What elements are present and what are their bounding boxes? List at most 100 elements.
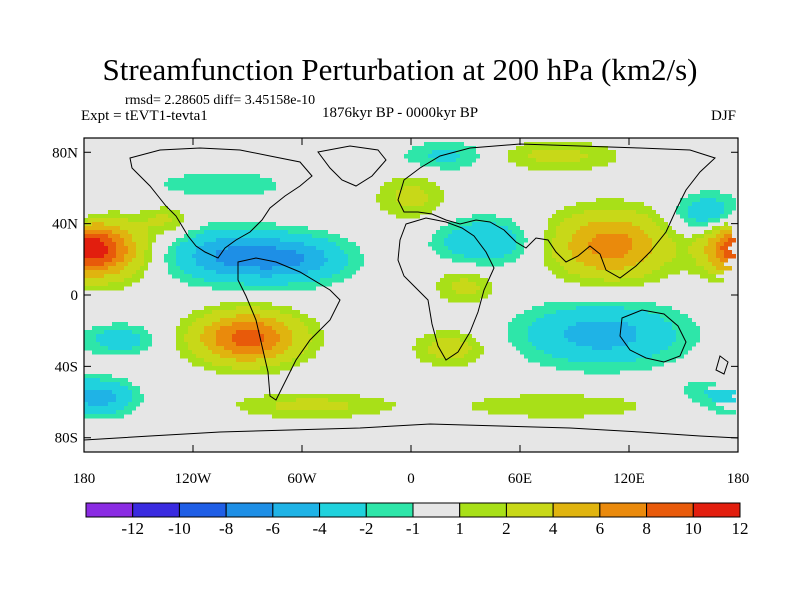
field-cell <box>344 250 360 255</box>
field-cell <box>436 250 452 255</box>
field-cell <box>84 386 128 391</box>
field-cell <box>232 338 264 343</box>
field-cell <box>704 250 716 255</box>
field-cell <box>464 254 504 259</box>
field-cell <box>92 222 104 227</box>
field-cell <box>428 194 444 199</box>
field-cell <box>700 402 716 407</box>
field-cell <box>336 242 356 247</box>
colorbar-swatch <box>412 502 461 518</box>
field-cell <box>216 338 232 343</box>
field-cell <box>684 386 708 391</box>
x-tick-label: 0 <box>407 471 415 487</box>
field-cell <box>652 246 676 251</box>
colorbar-tick-label: -12 <box>121 519 144 538</box>
x-tick-label: 60E <box>508 471 532 487</box>
field-cell <box>572 254 600 259</box>
field-cell <box>484 398 624 403</box>
field-cell <box>588 246 632 251</box>
field-cell <box>236 402 276 407</box>
colorbar-tick-label: 12 <box>732 519 749 538</box>
field-cell <box>636 330 676 335</box>
field-cell <box>556 258 576 263</box>
field-cell <box>472 222 496 227</box>
field-cell <box>312 338 324 343</box>
colorbar-tick-label: 1 <box>455 519 464 538</box>
field-cell <box>84 390 112 395</box>
field-cell <box>292 314 308 319</box>
field-cell <box>208 346 224 351</box>
field-cell <box>552 250 572 255</box>
field-cell <box>96 338 140 343</box>
field-cell <box>568 242 588 247</box>
field-cell <box>676 254 692 259</box>
field-cell <box>244 398 296 403</box>
field-cell <box>204 306 236 311</box>
field-cell <box>180 322 192 327</box>
field-cell <box>212 310 280 315</box>
field-cell <box>452 250 512 255</box>
field-cell <box>204 326 220 331</box>
field-cell <box>528 334 564 339</box>
field-cell <box>444 274 480 279</box>
field-cell <box>548 218 564 223</box>
australia-coastline <box>619 309 687 363</box>
field-cell <box>140 334 152 339</box>
field-cell <box>120 382 132 387</box>
new-zealand-coastline <box>715 355 729 375</box>
field-cell <box>412 346 428 351</box>
field-cell <box>568 246 588 251</box>
field-cell <box>132 346 148 351</box>
field-cell <box>680 198 700 203</box>
field-cell <box>580 158 616 163</box>
field-cell <box>700 274 716 279</box>
field-cell <box>232 334 264 339</box>
field-cell <box>116 398 132 403</box>
field-cell <box>288 346 308 351</box>
field-cell <box>144 250 152 255</box>
field-cell <box>508 322 532 327</box>
field-cell <box>448 298 480 303</box>
field-cell <box>124 266 140 271</box>
field-cell <box>156 214 168 219</box>
field-cell <box>436 330 460 335</box>
field-cell <box>720 214 728 219</box>
colorbar-tick-label: -1 <box>406 519 420 538</box>
field-cell <box>644 274 668 279</box>
field-cell <box>300 318 316 323</box>
field-cell <box>576 322 628 327</box>
field-cell <box>512 342 532 347</box>
field-cell <box>124 258 132 263</box>
field-cell <box>704 234 716 239</box>
field-cell <box>328 238 348 243</box>
field-cell <box>84 282 108 287</box>
field-cell <box>712 398 736 403</box>
field-cell <box>652 270 680 275</box>
field-cell <box>232 350 264 355</box>
field-cell <box>580 274 644 279</box>
field-cell <box>424 142 464 147</box>
field-cell <box>528 330 564 335</box>
field-cell <box>176 238 188 243</box>
field-cell <box>544 258 556 263</box>
field-cell <box>84 242 104 247</box>
field-cell <box>280 334 292 339</box>
field-cell <box>132 398 144 403</box>
field-cell <box>588 242 632 247</box>
field-cell <box>692 254 708 259</box>
field-cell <box>168 246 176 251</box>
field-cell <box>524 310 556 315</box>
field-cell <box>140 342 152 347</box>
eurasia-coastline <box>397 143 716 279</box>
field-cell <box>184 174 260 179</box>
field-cell <box>288 230 328 235</box>
field-cell <box>128 402 140 407</box>
y-tick-label: 80S <box>55 431 78 447</box>
field-cell <box>204 366 232 371</box>
field-cell <box>560 222 588 227</box>
field-cell <box>140 210 180 215</box>
field-cell <box>596 198 624 203</box>
field-cell <box>332 274 352 279</box>
field-cell <box>128 218 148 223</box>
field-cell <box>84 402 88 407</box>
